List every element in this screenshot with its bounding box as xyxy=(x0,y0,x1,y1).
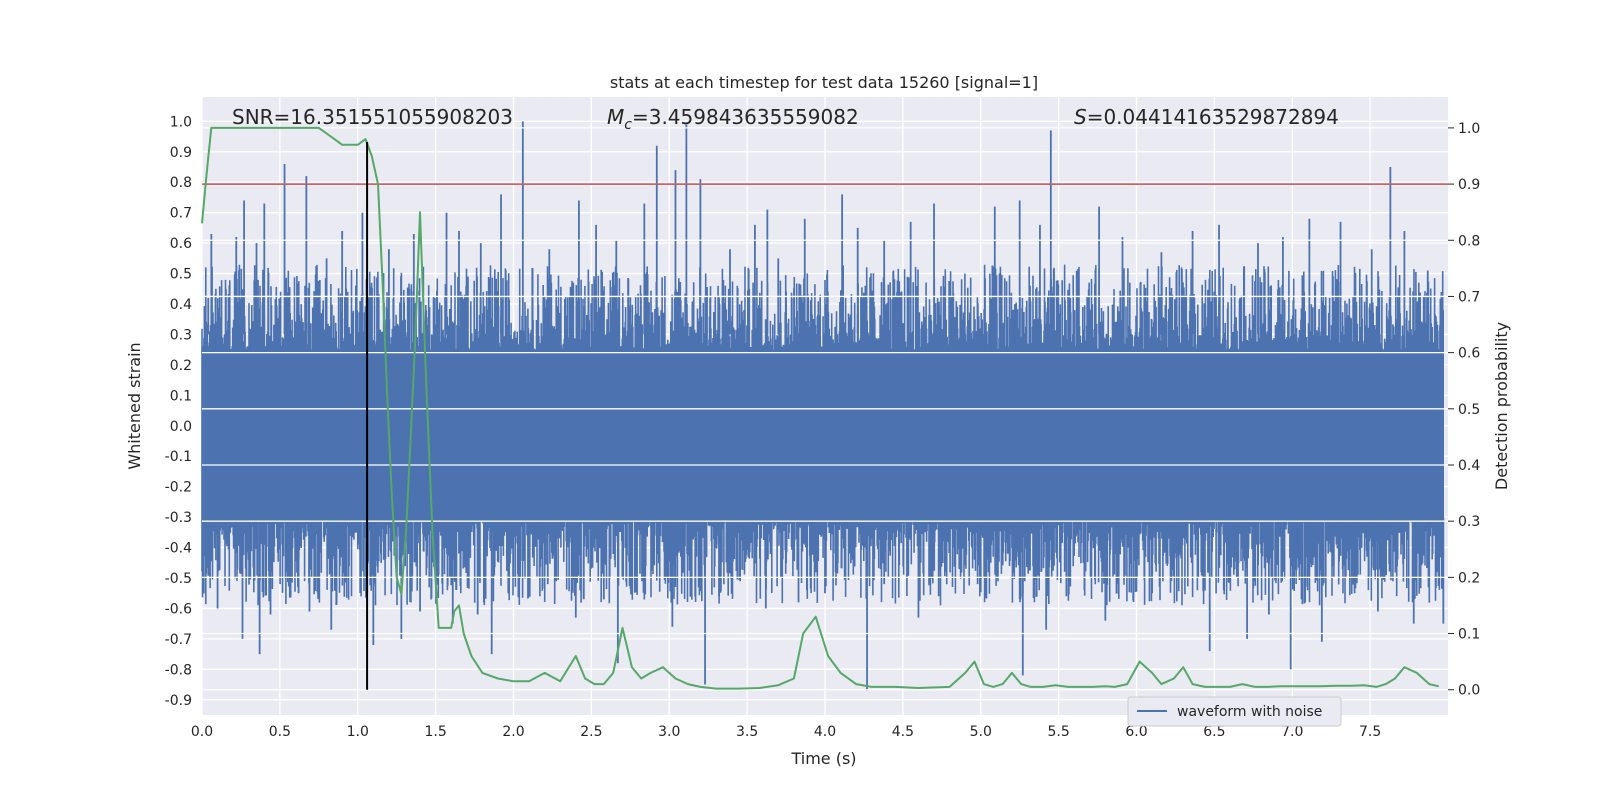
x-tick-label: 4.5 xyxy=(892,724,914,740)
x-tick-label: 3.0 xyxy=(658,724,680,740)
y2-tick-label: 0.2 xyxy=(1458,570,1480,586)
x-tick-label: 1.0 xyxy=(347,724,369,740)
mc-subscript: c xyxy=(624,117,632,133)
y2-tick-label: 0.8 xyxy=(1458,233,1480,249)
detection-probability-line xyxy=(201,126,1439,690)
y-tick-label: -0.7 xyxy=(165,632,192,648)
y-tick-label: 1.0 xyxy=(170,114,192,130)
s-value: =0.04414163529872894 xyxy=(1087,105,1339,129)
detection-probability-series xyxy=(201,126,1448,691)
y-tick-label: 0.9 xyxy=(170,145,192,161)
x-tick-label: 2.0 xyxy=(502,724,524,740)
x-tick-label: 4.0 xyxy=(814,724,836,740)
legend: waveform with noise xyxy=(1127,696,1342,727)
y-tick-label: 0.1 xyxy=(170,388,192,404)
y2-tick-label: 0.6 xyxy=(1458,346,1480,362)
y-tick-label: -0.4 xyxy=(165,541,192,557)
mc-annotation: Mc=3.459843635559082 xyxy=(607,105,859,133)
x-tick-label: 0.5 xyxy=(269,724,291,740)
x-tick-label: 1.5 xyxy=(424,724,446,740)
x-tick-label: 5.0 xyxy=(970,724,992,740)
y-tick-label: 0.2 xyxy=(170,358,192,374)
y-tick-label: -0.6 xyxy=(165,601,192,617)
y-tick-label: 0.4 xyxy=(170,297,192,313)
x-tick-label: 7.0 xyxy=(1281,724,1303,740)
x-axis-label: Time (s) xyxy=(790,749,856,768)
s-annotation: S=0.04414163529872894 xyxy=(1074,105,1339,129)
x-tick-label: 6.0 xyxy=(1125,724,1147,740)
snr-annotation: SNR=16.351551055908203 xyxy=(232,105,513,129)
x-tick-label: 2.5 xyxy=(580,724,602,740)
y-tick-label: 0.3 xyxy=(170,327,192,343)
x-tick-label: 3.5 xyxy=(736,724,758,740)
y-tick-label: -0.2 xyxy=(165,480,192,496)
s-symbol: S xyxy=(1074,105,1087,129)
waveform-with-noise-series xyxy=(201,121,1445,691)
x-tick-label: 5.5 xyxy=(1047,724,1069,740)
y-tick-label: -0.3 xyxy=(165,510,192,526)
y2-tick-label: 0.7 xyxy=(1458,289,1480,305)
y-tick-label: -0.5 xyxy=(165,571,192,587)
y2-tick-label: 0.3 xyxy=(1458,514,1480,530)
waveform-noise-trace xyxy=(201,264,1444,606)
y2-tick-label: 0.9 xyxy=(1458,177,1480,193)
x-tick-label: 6.5 xyxy=(1203,724,1225,740)
y-tick-label: 0.5 xyxy=(170,267,192,283)
y-tick-label: -0.8 xyxy=(165,662,192,678)
y2-tick-label: 0.5 xyxy=(1458,402,1480,418)
axis-tick-labels: 0.0 0.5 1.0 1.5 2.0 2.5 3.0 3.5 4.0 4.5 5.0 5.5 6.0 6… xyxy=(165,114,1481,740)
y2-tick-label: 1.0 xyxy=(1458,121,1480,137)
legend-box xyxy=(1127,696,1342,727)
y-tick-label: 0.7 xyxy=(170,206,192,222)
legend-label: waveform with noise xyxy=(1177,704,1322,720)
y-axis-label: Whitened strain xyxy=(125,342,144,469)
y2-tick-label: 0.4 xyxy=(1458,458,1480,474)
y-tick-label: 0.0 xyxy=(170,419,192,435)
y-tick-label: 0.6 xyxy=(170,236,192,252)
y2-tick-label: 0.0 xyxy=(1458,683,1480,699)
mc-value: =3.459843635559082 xyxy=(632,105,859,129)
y-tick-label: -0.9 xyxy=(165,693,192,709)
y-tick-label: 0.8 xyxy=(170,175,192,191)
mc-symbol: M xyxy=(607,105,624,129)
x-tick-label: 7.5 xyxy=(1359,724,1381,740)
y2-tick-label: 0.1 xyxy=(1458,627,1480,643)
y-tick-label: -0.1 xyxy=(165,449,192,465)
chart-title: stats at each timestep for test data 152… xyxy=(610,73,1038,92)
y2-axis-label: Detection probability xyxy=(1492,322,1511,490)
x-tick-label: 0.0 xyxy=(191,724,213,740)
